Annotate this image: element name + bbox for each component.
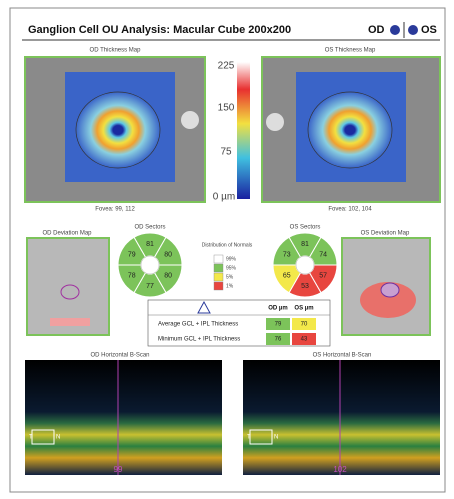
bscan [243,360,440,475]
legend-label: 5% [226,274,234,280]
legend-label: 95% [226,265,237,271]
position: 102 [333,465,347,474]
cell-value: 79 [275,322,282,328]
cb-tick: 75 [220,147,232,158]
sector-value: 81 [146,241,154,248]
dev-area [50,318,90,326]
cb-tick: 150 [218,103,235,114]
sector-value: 80 [164,272,172,279]
column-header: OD µm [268,306,287,312]
thickness [308,92,392,168]
bscan [25,360,222,475]
t-label: T [247,435,251,441]
os-label: OS [421,24,437,36]
center [141,256,159,274]
sector-value: 57 [319,272,327,279]
sectors-title: OS Sectors [290,225,321,231]
ellipse [381,283,399,297]
sector-value: 74 [319,251,327,258]
cell-value: 76 [275,337,282,343]
sector-value: 79 [128,251,136,258]
row-label: Minimum GCL + IPL Thickness [158,337,240,343]
n-label: N [274,435,278,441]
os-dot [408,25,418,35]
thickness [76,92,160,168]
legend-swatch [214,255,223,263]
dev-title: OS Deviation Map [361,231,410,237]
cb-tick: 0 µm [213,192,235,203]
report: Ganglion Cell OU Analysis: Macular Cube … [0,0,454,499]
sector-value: 81 [301,241,309,248]
legend-swatch [214,264,223,272]
row-label: Average GCL + IPL Thickness [158,322,238,328]
legend-label: 1% [226,283,234,289]
sector-value: 73 [283,251,291,258]
sector-value: 80 [164,251,172,258]
fovea: Fovea: 102, 104 [328,207,372,213]
n-label: N [56,435,60,441]
disc [181,111,199,129]
sectors-title: OD Sectors [134,225,165,231]
sector-value: 53 [301,283,309,290]
legend-swatch [214,282,223,290]
center [296,256,314,274]
title: Ganglion Cell OU Analysis: Macular Cube … [28,24,291,36]
column-header: OS µm [294,306,313,312]
disc [266,113,284,131]
od-label: OD [368,24,385,36]
map-title: OS Thickness Map [325,48,376,54]
t-label: T [29,435,33,441]
map-title: OD Thickness Map [90,48,142,54]
legend-swatch [214,273,223,281]
colorbar [237,62,250,199]
sector-value: 77 [146,283,154,290]
dev-title: OD Deviation Map [42,231,92,237]
cb-tick: 225 [218,61,235,72]
fovea: Fovea: 99, 112 [95,207,135,213]
page: Ganglion Cell OU Analysis: Macular Cube … [0,0,454,499]
legend-title: Distribution of Normals [202,242,253,248]
bscan-title: OD Horizontal B-Scan [90,353,149,359]
od-dot [390,25,400,35]
legend-label: 99% [226,256,237,262]
sector-value: 78 [128,272,136,279]
bscan-title: OS Horizontal B-Scan [313,353,372,359]
position: 99 [114,465,123,474]
cell-value: 70 [301,322,308,328]
sector-value: 65 [283,272,291,279]
cell-value: 43 [301,337,308,343]
